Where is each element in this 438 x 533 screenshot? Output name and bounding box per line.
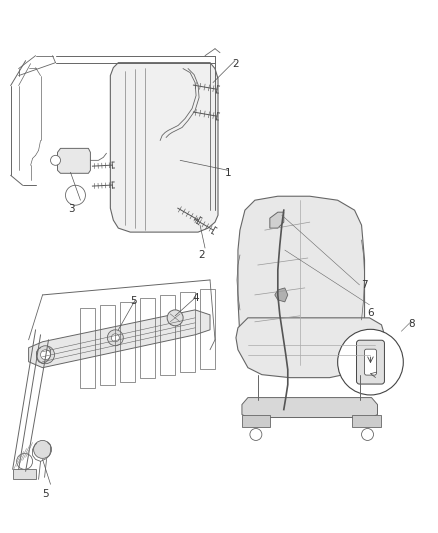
Circle shape: [337, 329, 403, 395]
Circle shape: [50, 155, 60, 165]
Text: 2: 2: [198, 250, 204, 260]
Polygon shape: [235, 318, 384, 378]
Text: 4: 4: [192, 293, 198, 303]
Polygon shape: [28, 310, 209, 368]
Text: 1: 1: [224, 168, 231, 179]
Circle shape: [40, 350, 50, 360]
Polygon shape: [57, 148, 90, 173]
Text: 5: 5: [130, 296, 137, 306]
Polygon shape: [110, 63, 218, 232]
Circle shape: [36, 346, 54, 364]
Circle shape: [361, 429, 373, 440]
Circle shape: [65, 185, 85, 205]
FancyBboxPatch shape: [364, 349, 376, 375]
Polygon shape: [274, 288, 287, 302]
Circle shape: [107, 330, 123, 346]
Polygon shape: [241, 398, 377, 417]
Text: 8: 8: [407, 319, 414, 329]
Circle shape: [34, 440, 51, 458]
Text: 5: 5: [42, 489, 49, 499]
Circle shape: [111, 334, 119, 342]
Circle shape: [17, 454, 32, 470]
Polygon shape: [269, 212, 283, 228]
Text: 2: 2: [231, 59, 238, 69]
FancyBboxPatch shape: [356, 340, 384, 384]
Polygon shape: [13, 470, 35, 479]
Text: 3: 3: [68, 204, 75, 214]
Circle shape: [249, 429, 261, 440]
Text: 7: 7: [361, 280, 367, 290]
Polygon shape: [241, 415, 269, 427]
Text: 6: 6: [367, 308, 373, 318]
Polygon shape: [351, 415, 381, 427]
Polygon shape: [237, 196, 364, 368]
Circle shape: [167, 310, 183, 326]
